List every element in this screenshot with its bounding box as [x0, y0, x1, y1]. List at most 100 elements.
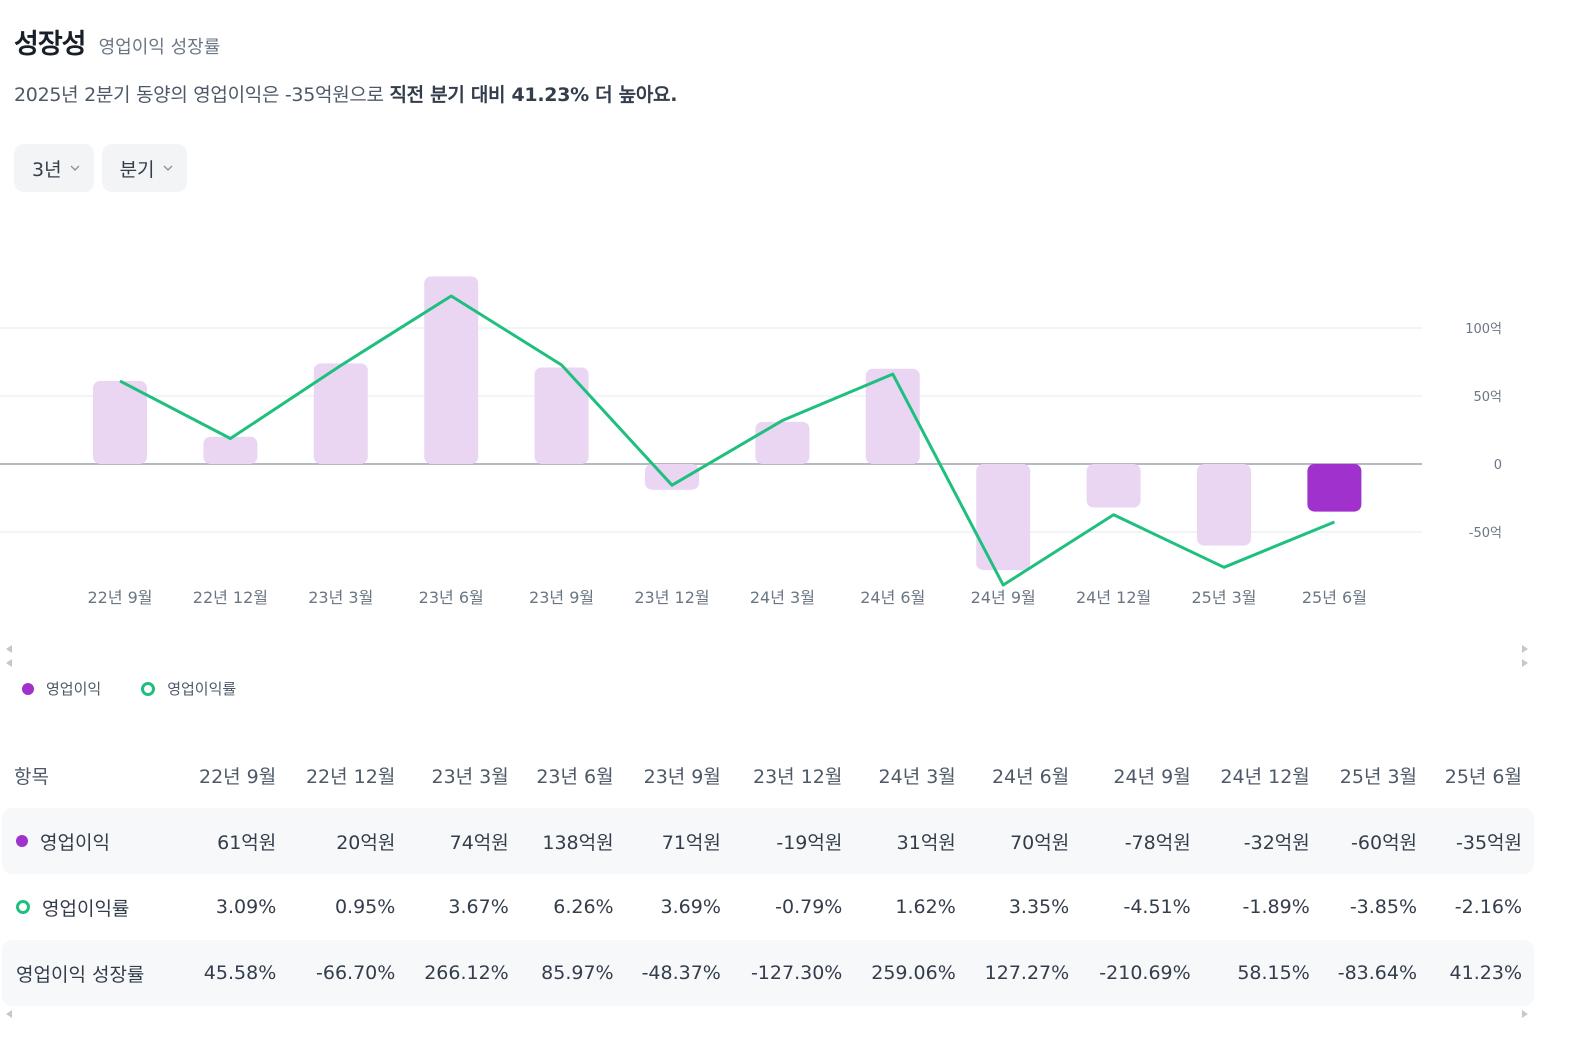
x-tick-label: 25년 6월: [1302, 588, 1367, 607]
table-cell: 1.62%: [895, 896, 956, 918]
chevron-down-icon: [70, 165, 80, 171]
summary-text: 2025년 2분기 동양의 영업이익은 -35억원으로 직전 분기 대비 41.…: [14, 80, 677, 107]
bar-2: [313, 363, 368, 464]
header: 성장성 영업이익 성장률: [14, 22, 220, 61]
table-cell: 41.23%: [1429, 940, 1534, 1006]
period-dropdown[interactable]: 3년: [14, 144, 94, 192]
x-tick-label: 23년 6월: [419, 588, 484, 607]
legend-label: 영업이익률: [167, 680, 237, 698]
table-cell: -32억원: [1202, 808, 1322, 874]
bar-0: [93, 381, 147, 464]
legend-label: 영업이익: [46, 680, 102, 698]
table-column-header: 24년 9월: [1113, 765, 1191, 788]
y-tick-label: -50억: [1469, 526, 1502, 541]
summary-emphasis: 직전 분기 대비 41.23% 더 높아요.: [389, 84, 678, 106]
chart-scroll-right-icon[interactable]: [1522, 645, 1528, 653]
table-column-header: 24년 3월: [878, 765, 956, 788]
table-scroll-left-icon[interactable]: [6, 1010, 12, 1018]
period-dropdown-label: 3년: [32, 158, 62, 181]
table-cell: 3.69%: [660, 896, 721, 918]
legend-bar-dot-icon: [22, 682, 34, 695]
table-scroll-right-icon[interactable]: [1522, 1010, 1528, 1018]
bar-1: [203, 436, 258, 464]
chart-scroll-right-icon[interactable]: [1522, 659, 1528, 667]
table-cell: -210.69%: [1081, 940, 1203, 1006]
table-cell: 259.06%: [854, 940, 968, 1006]
bar-9: [1086, 464, 1141, 508]
table-row-label: 영업이익 성장률: [2, 940, 184, 1006]
row-label-text: 영업이익률: [42, 897, 130, 920]
legend-line-ring-icon: [141, 681, 156, 696]
table-cell: -127.30%: [732, 940, 855, 1006]
chart-y-ticks: 100억 50억 0 -50억: [1465, 322, 1502, 541]
y-tick-label: 0: [1494, 458, 1502, 473]
table-cell: 20억원: [288, 808, 408, 874]
table-cell: 71억원: [625, 808, 733, 874]
table-header-label: 항목: [14, 765, 49, 788]
table-cell: 138억원: [520, 808, 626, 874]
table-cell: -3.85%: [1349, 896, 1418, 918]
chevron-down-icon: [163, 165, 173, 171]
chart-bars: [93, 276, 1362, 571]
interval-dropdown-label: 분기: [119, 158, 155, 181]
y-tick-label: 100억: [1465, 322, 1502, 337]
table-cell: -19억원: [732, 808, 855, 874]
bar-10: [1197, 464, 1251, 546]
chart-scroll-left-icon[interactable]: [6, 659, 12, 667]
table-cell: 3.35%: [1008, 896, 1070, 918]
table-cell: -48.37%: [625, 940, 733, 1006]
table-cell: 3.09%: [215, 896, 277, 918]
chart-line: [119, 294, 1335, 587]
table-column-header: 23년 9월: [643, 765, 721, 788]
table-cell: 266.12%: [407, 940, 521, 1006]
filter-bar: 3년 분기: [14, 144, 187, 192]
table-cell: 85.97%: [520, 940, 626, 1006]
legend-item-operating-profit: 영업이익: [22, 678, 101, 699]
x-tick-label: 24년 6월: [860, 588, 925, 607]
x-tick-label: 23년 12월: [634, 588, 709, 607]
table-cell: -0.79%: [775, 896, 843, 918]
y-tick-label: 50억: [1473, 390, 1502, 405]
table-cell: 3.67%: [448, 896, 509, 918]
row-label-text: 영업이익: [40, 831, 110, 854]
table-cell: -4.51%: [1123, 896, 1191, 918]
table-cell: 70억원: [967, 808, 1082, 874]
bar-7: [865, 368, 920, 464]
x-tick-label: 23년 9월: [529, 588, 594, 607]
x-tick-label: 24년 9월: [971, 588, 1036, 607]
summary-prefix: 2025년 2분기 동양의 영업이익은 -35억원으로: [14, 84, 390, 106]
x-tick-label: 24년 3월: [750, 588, 815, 607]
table-column-header: 23년 3월: [431, 765, 509, 788]
table-cell: 61억원: [183, 808, 289, 874]
table-cell: -66.70%: [288, 940, 408, 1006]
table-cell: -60억원: [1321, 808, 1430, 874]
operating-margin-ring-icon: [16, 900, 30, 914]
page-title: 성장성: [14, 29, 87, 60]
bar-6: [755, 421, 810, 464]
x-tick-label: 22년 12월: [193, 588, 268, 607]
table-row-label: 영업이익: [2, 808, 184, 874]
table-cell: 74억원: [407, 808, 521, 874]
page-subtitle: 영업이익 성장률: [98, 37, 221, 58]
table-cell: -78억원: [1081, 808, 1203, 874]
x-tick-label: 23년 3월: [308, 588, 373, 607]
table-column-header: 22년 9월: [198, 765, 277, 788]
table-cell: 45.58%: [183, 940, 289, 1006]
table-column-header: 23년 6월: [536, 765, 614, 788]
operating-profit-chart: 100억 50억 0 -50억 22년 9월 22년 12월 23년 3월 23년 6월 23…: [0, 276, 1502, 607]
interval-dropdown[interactable]: 분기: [101, 144, 187, 192]
legend-item-operating-margin: 영업이익률: [141, 678, 236, 699]
table-cell: -35억원: [1429, 808, 1534, 874]
table-row-operating-margin: 영업이익률 3.09% 0.95% 3.67% 6.26% 3.69% -0.7…: [2, 874, 1534, 940]
data-table: 항목 22년 9월 22년 12월 23년 3월 23년 6월 23년 9월 2…: [2, 742, 1534, 1006]
bar-11: [1307, 464, 1362, 512]
table-column-header: 22년 12월: [305, 765, 396, 788]
x-tick-label: 24년 12월: [1076, 588, 1151, 607]
bar-8: [976, 464, 1031, 571]
x-tick-label: 25년 3월: [1191, 588, 1256, 607]
operating-margin-line: [119, 294, 1335, 587]
chart-scroll-left-icon[interactable]: [6, 645, 12, 653]
table-column-header: 24년 12월: [1220, 765, 1310, 788]
table-cell: 58.15%: [1202, 940, 1322, 1006]
table-header-row: 항목 22년 9월 22년 12월 23년 3월 23년 6월 23년 9월 2…: [2, 742, 1534, 808]
